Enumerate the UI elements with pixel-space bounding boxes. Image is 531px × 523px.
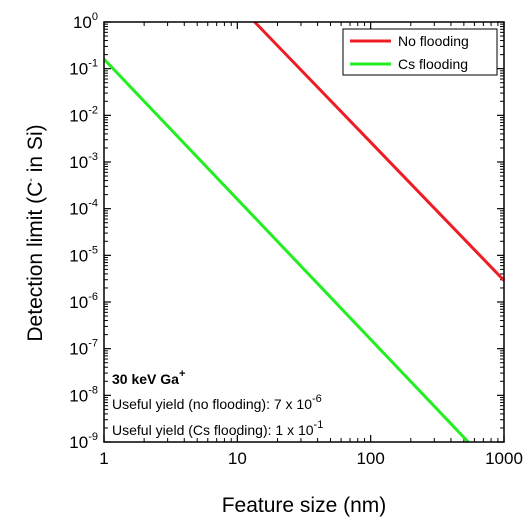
y-tick-label: 10-4: [69, 198, 98, 219]
y-tick-label-exp: -3: [88, 151, 98, 163]
series-lines: [102, 20, 506, 444]
annotation-line-cs-flooding-text: Useful yield (Cs flooding): 1 x 10: [112, 422, 314, 438]
legend-label-no-flooding: No flooding: [398, 33, 469, 49]
y-tick-label-base: 10: [69, 433, 88, 452]
annotation-line-cs-flooding-sup: -1: [314, 419, 324, 431]
y-tick-label: 10-2: [69, 104, 98, 125]
series-line-no-flooding: [253, 20, 506, 282]
y-tick-label-base: 10: [69, 386, 88, 405]
y-tick-label-exp: -9: [88, 431, 98, 443]
y-tick-label-exp: -8: [88, 384, 98, 396]
y-tick-label-base: 10: [69, 200, 88, 219]
annotation-line-no-flooding: Useful yield (no flooding): 7 x 10-6: [112, 393, 322, 412]
x-axis-title: Feature size (nm): [222, 494, 387, 517]
legend-label-cs-flooding: Cs flooding: [398, 56, 468, 72]
y-tick-label: 10-8: [69, 384, 98, 405]
y-tick-label-exp: -5: [88, 244, 98, 256]
legend: No flooding Cs flooding: [342, 28, 498, 76]
y-tick-label: 10-1: [69, 58, 98, 79]
x-tick-label: 1: [99, 449, 108, 468]
y-tick-label: 10-5: [69, 244, 98, 265]
y-tick-label: 10-9: [69, 431, 98, 452]
y-tick-label: 10-7: [69, 338, 98, 359]
y-tick-label: 10-6: [69, 291, 98, 312]
y-tick-label-base: 10: [69, 60, 88, 79]
y-tick-label-base: 10: [69, 340, 88, 359]
y-tick-label-base: 10: [69, 106, 88, 125]
series-line-cs-flooding: [102, 58, 470, 444]
y-tick-label-base: 10: [69, 293, 88, 312]
y-axis-title-suffix: in Si): [24, 124, 47, 178]
y-tick-label: 100: [73, 11, 98, 32]
annotation-title: 30 keV Ga+: [112, 368, 185, 387]
y-axis-title-sup: -: [25, 178, 37, 182]
y-tick-label-base: 10: [69, 246, 88, 265]
y-tick-label-exp: -4: [88, 198, 98, 210]
x-tick-label: 100: [356, 449, 384, 468]
x-tick-labels: 1 10 100 1000: [99, 449, 523, 468]
y-tick-label-exp: -7: [88, 338, 98, 350]
y-tick-label-exp: -2: [88, 104, 98, 116]
x-tick-label: 10: [228, 449, 247, 468]
y-tick-label-base: 10: [73, 13, 92, 32]
annotation-line-no-flooding-sup: -6: [312, 393, 322, 405]
y-tick-label-exp: -1: [88, 58, 98, 70]
plot-frame: [103, 21, 505, 443]
annotation-line-cs-flooding: Useful yield (Cs flooding): 1 x 10-1: [112, 419, 323, 438]
y-tick-label: 10-3: [69, 151, 98, 172]
annotation-line-no-flooding-text: Useful yield (no flooding): 7 x 10: [112, 396, 312, 412]
annotation-title-text: 30 keV Ga: [112, 371, 179, 387]
y-axis-title: Detection limit (C- in Si): [24, 124, 47, 341]
annotation-title-sup: +: [179, 368, 185, 380]
y-tick-label-exp: 0: [92, 11, 98, 23]
y-tick-label-exp: -6: [88, 291, 98, 303]
x-tick-label: 1000: [485, 449, 523, 468]
y-tick-label-base: 10: [69, 153, 88, 172]
legend-box: [342, 28, 498, 76]
annotation: 30 keV Ga+ Useful yield (no flooding): 7…: [112, 368, 323, 438]
y-axis-title-prefix: Detection limit (C: [24, 182, 47, 342]
